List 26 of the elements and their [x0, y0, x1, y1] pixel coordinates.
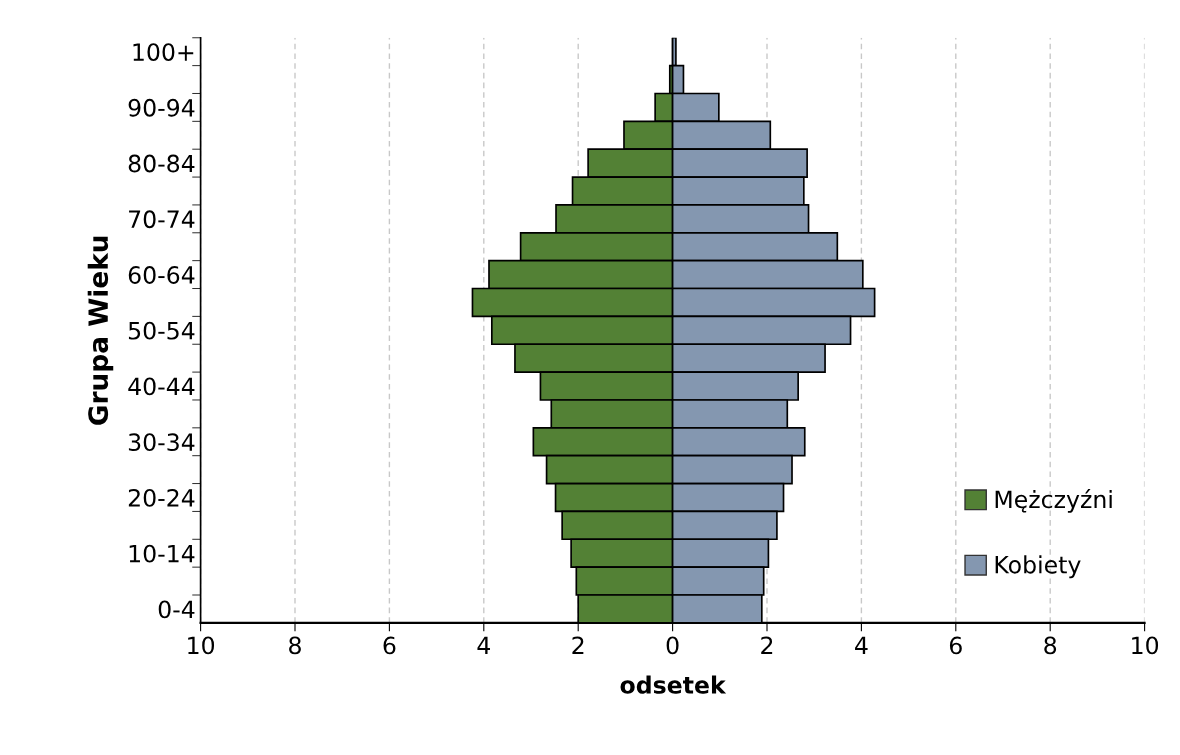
- legend-label: Mężczyźni: [995, 489, 1112, 513]
- legend-label: Kobiety: [995, 555, 1081, 579]
- y-tick-label: 70-74: [129, 210, 195, 229]
- x-tick-label: 8: [289, 636, 301, 655]
- y-tick-label: 40-44: [128, 377, 195, 396]
- x-tick-label: 10: [188, 636, 215, 655]
- y-tick-label: 100+: [133, 43, 194, 61]
- x-axis-title: odsetek: [620, 675, 727, 694]
- x-tick-label: 2: [761, 636, 773, 655]
- x-tick-label: 4: [477, 636, 490, 655]
- x-tick-label: 6: [383, 636, 396, 655]
- y-tick-label: 10-14: [129, 544, 195, 563]
- x-tick-label: 2: [572, 636, 584, 655]
- y-tick-label: 80-84: [128, 154, 195, 173]
- y-tick-label: 20-24: [128, 488, 195, 507]
- x-tick-label: 8: [1044, 636, 1057, 655]
- y-tick-label: 30-34: [128, 433, 195, 452]
- y-tick-label: 50-54: [128, 321, 195, 340]
- y-tick-label: 0-4: [158, 600, 195, 619]
- x-tick-label: 0: [666, 636, 679, 655]
- y-tick-label: 90-94: [128, 98, 195, 117]
- x-tick-label: 6: [949, 636, 962, 655]
- x-tick-label: 10: [1132, 636, 1159, 655]
- x-tick-label: 4: [855, 636, 868, 655]
- y-axis-title: Grupa Wieku: [87, 236, 114, 425]
- y-tick-label: 60-64: [128, 266, 195, 284]
